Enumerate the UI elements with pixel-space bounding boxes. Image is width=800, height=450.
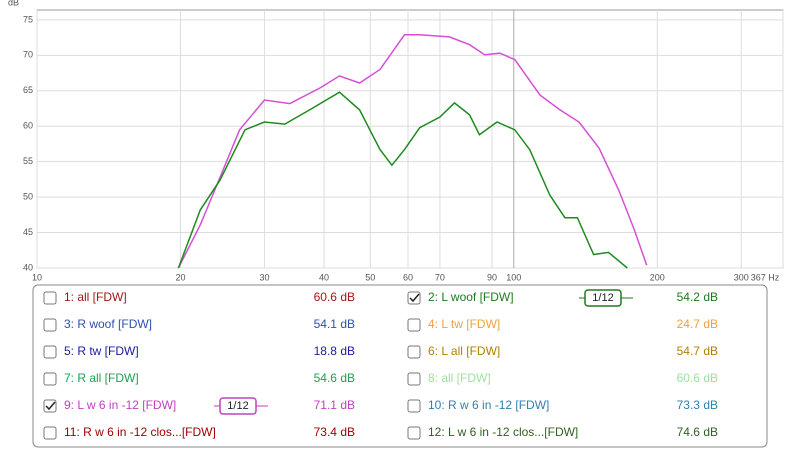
y-tick-label: 70	[23, 50, 33, 60]
x-tick-label: 60	[403, 272, 413, 282]
measurement-level: 60.6 dB	[677, 371, 718, 385]
x-tick-label: 100	[506, 272, 521, 282]
measurement-name[interactable]: 2: L woof [FDW]	[428, 290, 514, 304]
checkbox[interactable]	[407, 318, 421, 332]
series-line	[177, 34, 648, 269]
checkbox[interactable]	[407, 345, 421, 359]
measurement-name[interactable]: 1: all [FDW]	[64, 290, 127, 304]
x-tick-label: 50	[365, 272, 375, 282]
measurement-level: 18.8 dB	[314, 344, 355, 358]
checkbox[interactable]	[43, 426, 57, 440]
measurement-level: 54.7 dB	[677, 344, 718, 358]
smoothing-label: 1/12	[227, 400, 248, 412]
y-tick-label: 65	[23, 85, 33, 95]
checkbox[interactable]	[43, 372, 57, 386]
y-tick-label: 45	[23, 227, 33, 237]
measurement-name[interactable]: 10: R w 6 in -12 [FDW]	[428, 398, 549, 412]
x-tick-label: 90	[487, 272, 497, 282]
checkbox[interactable]	[407, 399, 421, 413]
y-tick-label: 75	[23, 14, 33, 24]
checkmark	[45, 401, 56, 411]
x-tick-label: 200	[650, 272, 665, 282]
checkbox[interactable]	[407, 372, 421, 386]
measurement-name[interactable]: 6: L all [FDW]	[428, 344, 500, 358]
checkmark	[409, 293, 420, 303]
measurement-level: 71.1 dB	[314, 398, 355, 412]
measurement-name[interactable]: 8: all [FDW]	[428, 371, 491, 385]
smoothing-badge[interactable]	[584, 289, 622, 307]
checkbox[interactable]	[43, 345, 57, 359]
smoothing-label: 1/12	[592, 292, 613, 304]
measurement-level: 54.2 dB	[677, 290, 718, 304]
measurement-name[interactable]: 5: R tw [FDW]	[64, 344, 139, 358]
measurement-level: 54.1 dB	[314, 317, 355, 331]
measurement-name[interactable]: 3: R woof [FDW]	[64, 317, 152, 331]
measurement-name[interactable]: 9: L w 6 in -12 [FDW]	[64, 398, 176, 412]
measurement-level: 60.6 dB	[314, 290, 355, 304]
x-tick-label: 367 Hz	[751, 272, 780, 282]
measurement-panel	[32, 284, 768, 448]
measurement-name[interactable]: 7: R all [FDW]	[64, 371, 139, 385]
x-tick-label: 40	[319, 272, 329, 282]
measurement-level: 74.6 dB	[677, 425, 718, 439]
series-line	[177, 91, 628, 269]
checkbox[interactable]	[43, 291, 57, 305]
checkbox[interactable]	[43, 399, 57, 413]
checkbox[interactable]	[407, 426, 421, 440]
y-axis-label: dB	[8, 0, 19, 7]
y-tick-label: 40	[23, 262, 33, 272]
measurement-level: 73.4 dB	[314, 425, 355, 439]
measurement-level: 73.3 dB	[677, 398, 718, 412]
measurement-name[interactable]: 12: L w 6 in -12 clos...[FDW]	[428, 425, 578, 439]
measurement-name[interactable]: 4: L tw [FDW]	[428, 317, 500, 331]
x-tick-label: 70	[435, 272, 445, 282]
smoothing-badge[interactable]	[219, 397, 257, 415]
y-tick-label: 60	[23, 121, 33, 131]
y-tick-label: 50	[23, 191, 33, 201]
x-tick-label: 30	[259, 272, 269, 282]
checkbox[interactable]	[407, 291, 421, 305]
checkbox[interactable]	[43, 318, 57, 332]
measurement-level: 24.7 dB	[677, 317, 718, 331]
y-tick-label: 55	[23, 156, 33, 166]
x-tick-label: 10	[32, 272, 42, 282]
measurement-name[interactable]: 11: R w 6 in -12 clos...[FDW]	[64, 425, 216, 439]
plot-area	[36, 9, 784, 269]
x-tick-label: 300	[734, 272, 749, 282]
x-tick-label: 20	[176, 272, 186, 282]
measurement-level: 54.6 dB	[314, 371, 355, 385]
